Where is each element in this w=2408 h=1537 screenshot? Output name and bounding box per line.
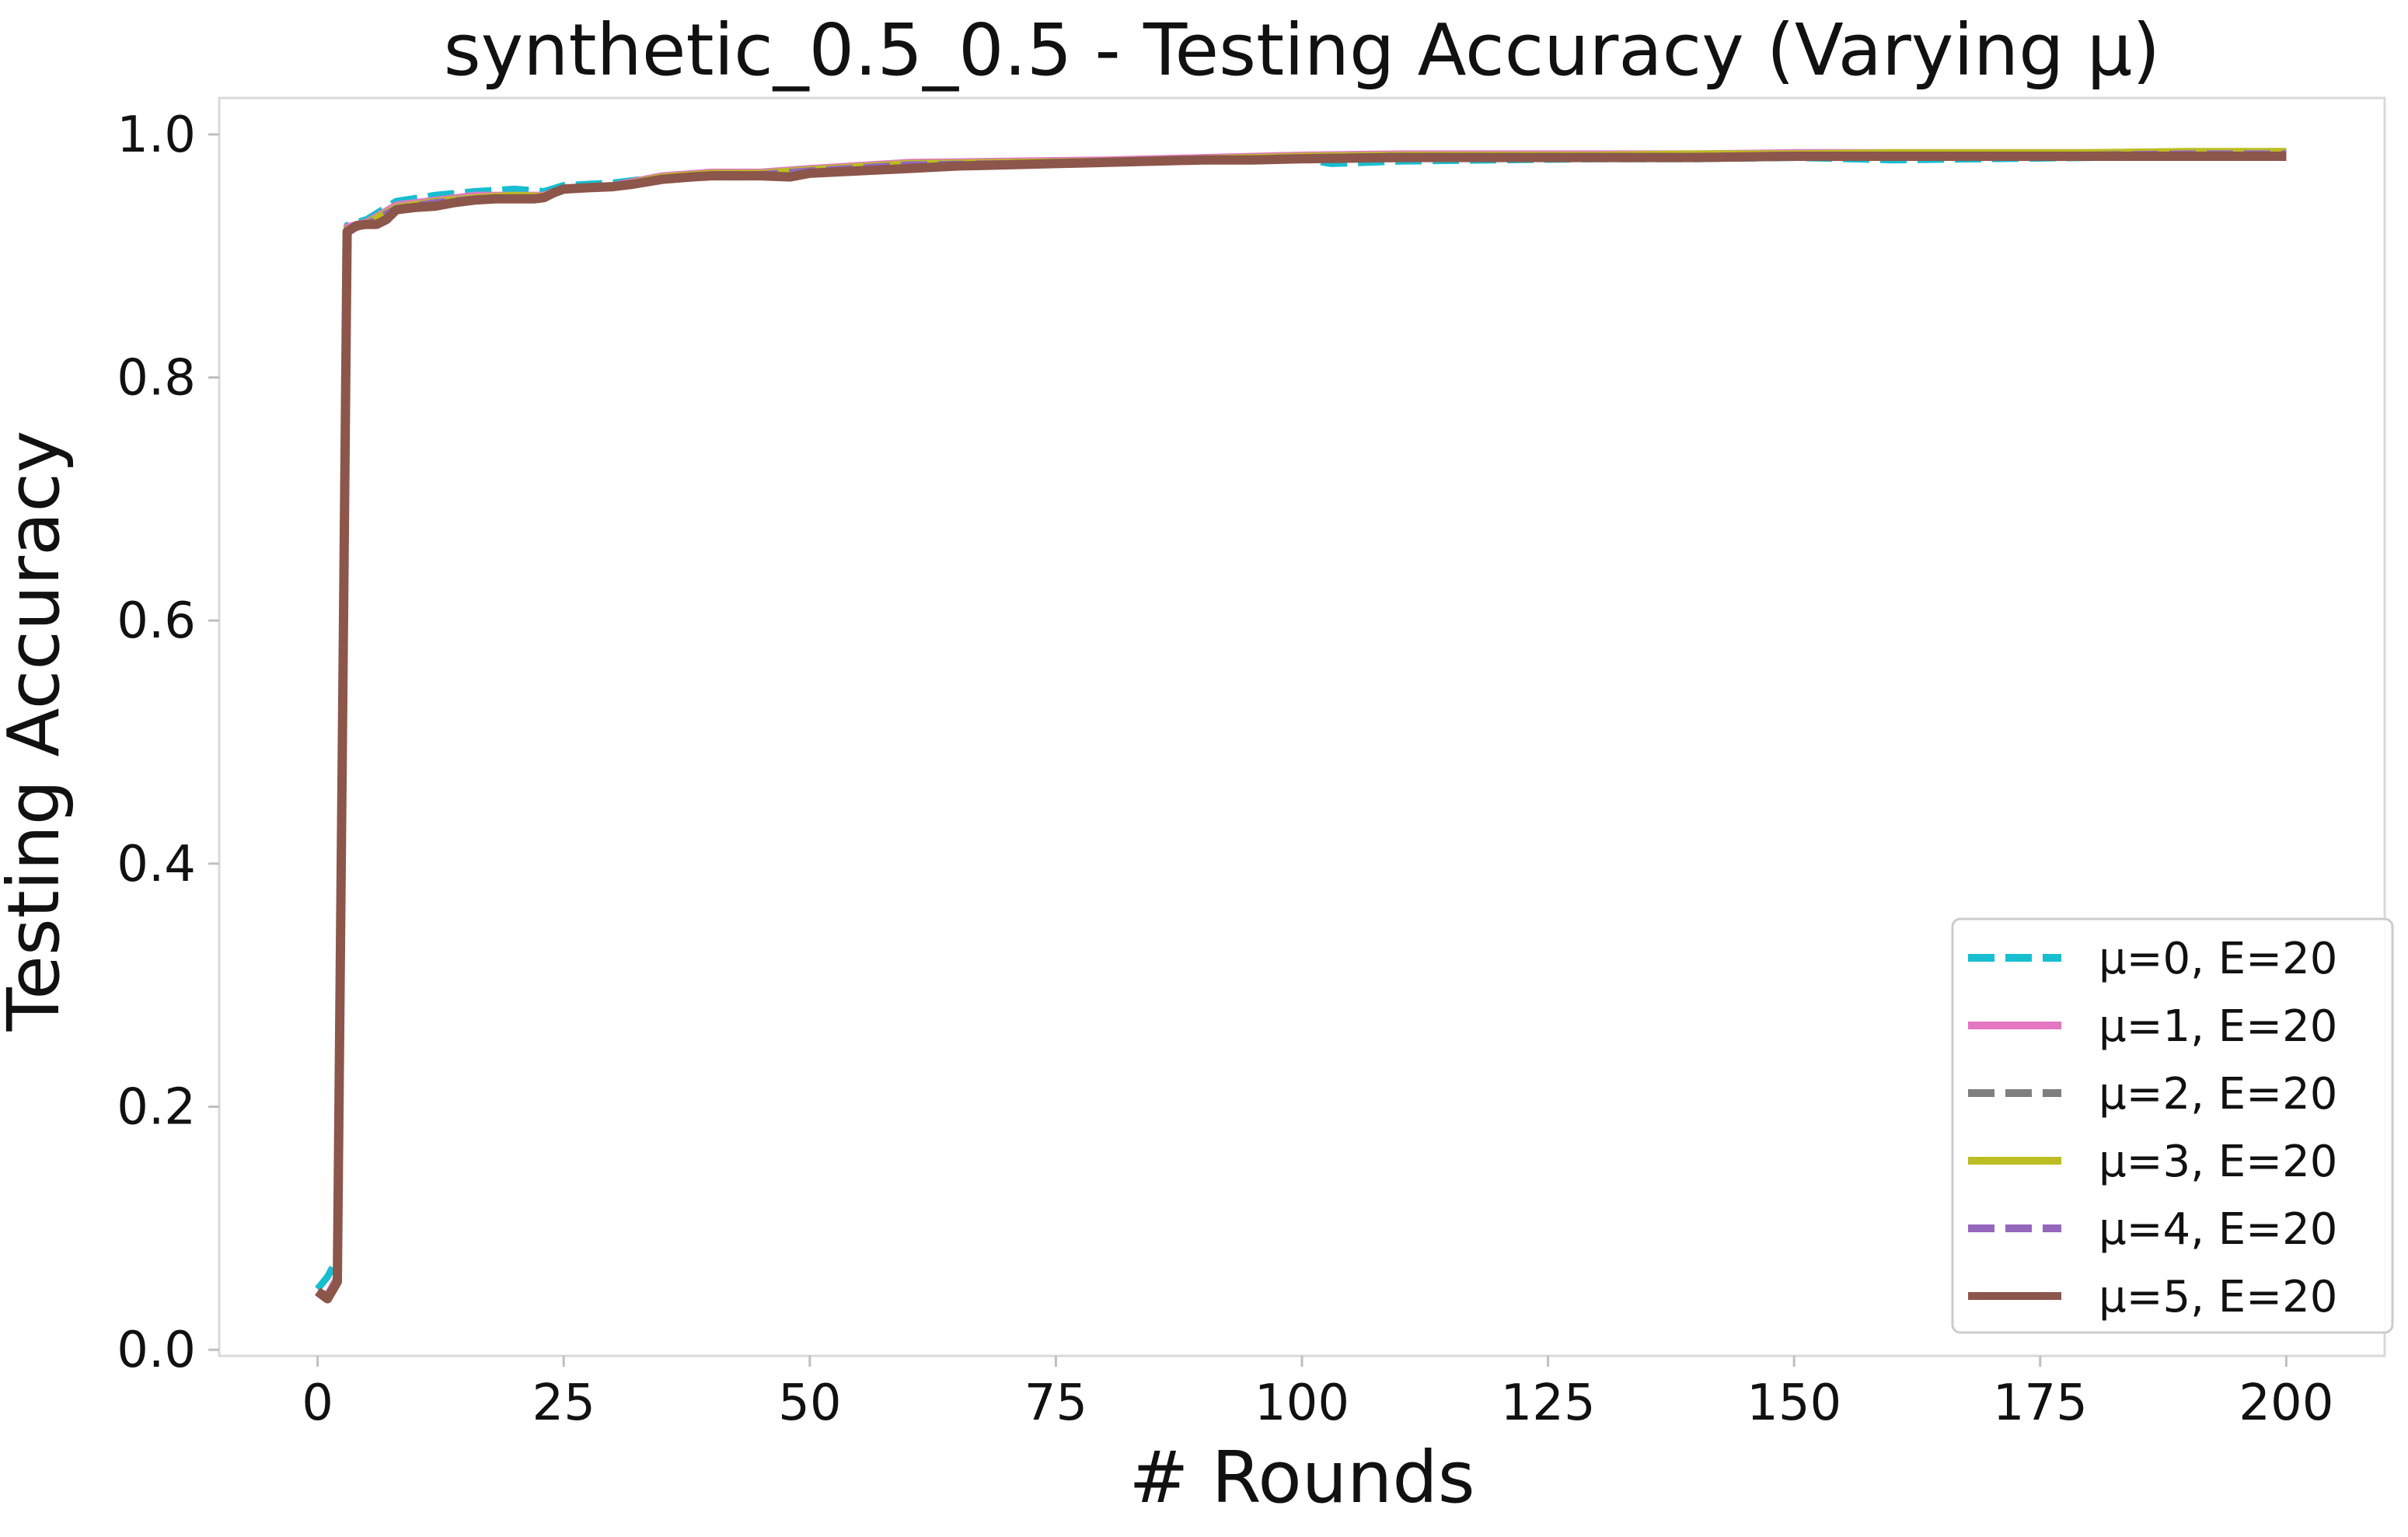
y-axis-ticks: 0.0 0.2 0.4 0.6 0.8 1.0 [117,107,219,1379]
x-tick-label: 175 [1993,1375,2088,1432]
x-tick-label: 100 [1255,1375,1349,1432]
y-tick-label: 1.0 [117,107,196,164]
x-tick-label: 200 [2239,1375,2333,1432]
legend-box [1951,917,2394,1334]
series-lines [315,148,2287,1304]
y-tick-label: 0.6 [117,592,196,650]
plot-area: 0 25 50 75 100 125 150 175 200 0.0 0.2 0.4 0.6 0.8 1.… [117,96,2386,1432]
legend-label-2: μ=2, E=20 [2099,1069,2337,1120]
legend-label-3: μ=3, E=20 [2099,1137,2337,1187]
legend-label-1: μ=1, E=20 [2099,1001,2337,1052]
legend-label-5: μ=5, E=20 [2099,1272,2337,1322]
legend-label-0: μ=0, E=20 [2099,934,2337,984]
y-tick-label: 0.0 [117,1322,196,1379]
x-tick-label: 150 [1747,1375,1841,1432]
x-tick-label: 25 [532,1375,595,1432]
y-axis-label: Testing Accuracy [0,431,75,1032]
x-tick-label: 125 [1501,1375,1596,1432]
series-line-mu-5 [315,152,2287,1304]
legend-items: μ=0, E=20 μ=1, E=20 μ=2, E=20 μ=3, E=20 μ=4,… [1968,934,2337,1322]
chart-title: synthetic_0.5_0.5 - Testing Accuracy (Va… [444,9,2160,92]
x-axis-ticks: 0 25 50 75 100 125 150 175 200 [302,1356,2333,1432]
x-tick-label: 0 [302,1375,333,1432]
y-tick-label: 0.8 [117,350,196,407]
legend-label-4: μ=4, E=20 [2099,1204,2337,1255]
y-tick-label: 0.4 [117,836,196,893]
x-tick-label: 50 [778,1375,841,1432]
y-tick-label: 0.2 [117,1079,196,1137]
legend: μ=0, E=20 μ=1, E=20 μ=2, E=20 μ=3, E=20 μ=4,… [1951,917,2394,1334]
x-axis-label: # Rounds [1129,1436,1474,1519]
x-tick-label: 75 [1024,1375,1087,1432]
